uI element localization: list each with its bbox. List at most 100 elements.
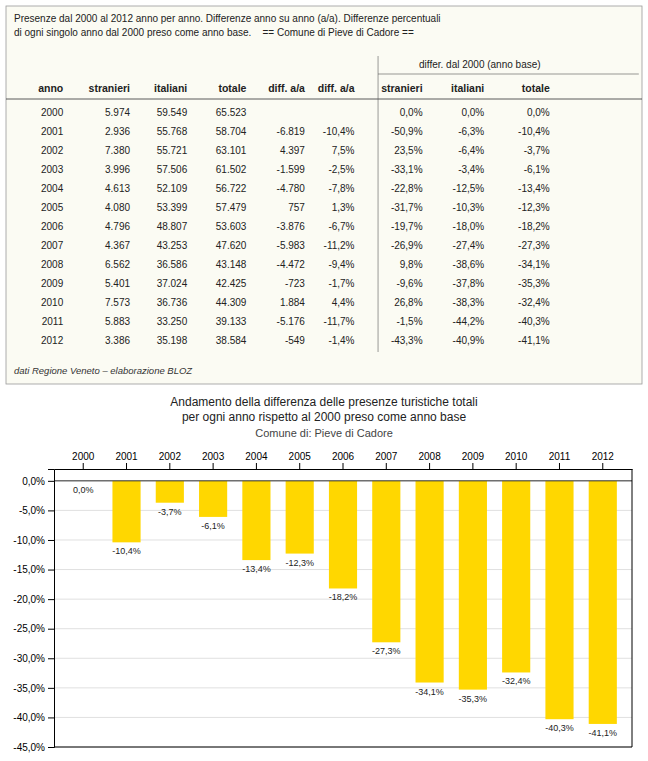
column-header: diff. a/a [268, 82, 305, 94]
table-cell: -37,8% [453, 278, 485, 289]
table-cell: 2006 [41, 221, 64, 232]
y-tick-mark [48, 599, 54, 600]
x-axis-line [55, 469, 633, 470]
x-tick: 2003 [202, 451, 225, 469]
y-tick-mark [48, 481, 54, 482]
x-tick-mark [559, 463, 560, 469]
table-group-header: differ. dal 2000 (anno base) [419, 59, 541, 70]
y-tick: -15,0% [13, 564, 54, 575]
table-cell: 36.586 [157, 259, 188, 270]
data-label: -35,3% [459, 694, 488, 704]
bar [545, 481, 573, 719]
y-tick: -40,0% [13, 712, 54, 723]
table-cell: -4.472 [277, 259, 306, 270]
x-tick-mark [429, 463, 430, 469]
table-title: di ogni singolo anno dal 2000 preso come… [14, 27, 414, 38]
table-cell: -1,4% [328, 335, 354, 346]
bar [589, 481, 617, 724]
data-label: -27,3% [372, 646, 401, 656]
x-tick: 2001 [115, 451, 138, 469]
x-tick-mark [516, 463, 517, 469]
grid-line [54, 717, 632, 718]
table-cell: 0,0% [527, 107, 550, 118]
y-tick-label: -10,0% [13, 535, 45, 546]
table-cell: -44,2% [453, 316, 485, 327]
y-tick-mark [48, 717, 54, 718]
y-tick-label: -15,0% [13, 564, 45, 575]
table-cell: -9,6% [396, 278, 422, 289]
data-label: -18,2% [329, 592, 358, 602]
chart-title: Andamento della differenza delle presenz… [170, 395, 477, 409]
table-cell: 1,3% [332, 202, 355, 213]
table-cell: -549 [285, 335, 305, 346]
table-cell: -50,9% [391, 126, 423, 137]
table-cell: 2005 [41, 202, 64, 213]
table-cell: -12,5% [453, 183, 485, 194]
x-tick-mark [472, 463, 473, 469]
table-cell: 52.109 [157, 183, 188, 194]
y-tick-mark [48, 510, 54, 511]
chart-subtitle: Comune di: Pieve di Cadore [255, 427, 393, 439]
table-cell: -1.599 [277, 164, 306, 175]
x-tick-label: 2012 [592, 451, 615, 462]
y-tick: -20,0% [13, 594, 54, 605]
table-cell: -26,9% [391, 240, 423, 251]
bar [156, 481, 184, 503]
table-cell: 4.080 [105, 202, 130, 213]
bar [372, 481, 400, 642]
table-cell: -6,4% [458, 145, 484, 156]
y-tick-label: -5,0% [19, 505, 45, 516]
x-tick: 2009 [462, 451, 485, 469]
x-tick: 2005 [289, 451, 312, 469]
bar [459, 481, 487, 690]
y-tick: -5,0% [19, 505, 54, 516]
table-cell: -38,3% [453, 297, 485, 308]
x-tick-label: 2002 [159, 451, 182, 462]
x-tick: 2004 [245, 451, 268, 469]
table-cell: 55.768 [157, 126, 188, 137]
table-cell: 5.883 [105, 316, 130, 327]
table-cell: 23,5% [394, 145, 422, 156]
bar-chart: Andamento della differenza delle presenz… [13, 395, 632, 753]
x-tick-mark [386, 463, 387, 469]
table-cell: 65.523 [216, 107, 247, 118]
table-cell: 43.253 [157, 240, 188, 251]
plot-frame [632, 469, 633, 747]
table-cell: 2001 [41, 126, 64, 137]
table-cell: 4,4% [332, 297, 355, 308]
table-cell: -18,2% [518, 221, 550, 232]
y-tick-mark [48, 570, 54, 571]
table-cell: -41,1% [518, 335, 550, 346]
x-tick-label: 2008 [418, 451, 441, 462]
table-cell: 2004 [41, 183, 64, 194]
x-tick-label: 2001 [115, 451, 138, 462]
x-tick: 2011 [549, 451, 571, 469]
table-cell: 56.722 [216, 183, 247, 194]
grid-line [54, 687, 632, 688]
bar [286, 481, 314, 554]
x-tick-label: 2000 [72, 451, 95, 462]
figure: Presenze dal 2000 al 2012 anno per anno.… [0, 0, 648, 761]
table-cell: 55.721 [157, 145, 188, 156]
bar [329, 481, 357, 589]
table-cell: -18,0% [453, 221, 485, 232]
x-tick: 2010 [505, 451, 528, 469]
data-label: -34,1% [415, 687, 444, 697]
table-cell: 7.380 [105, 145, 130, 156]
table-cell: -6,3% [458, 126, 484, 137]
table-cell: -3.876 [277, 221, 306, 232]
x-tick-label: 2004 [245, 451, 268, 462]
y-tick-label: -25,0% [13, 623, 45, 634]
table-cell: 2011 [42, 316, 64, 327]
bar [502, 481, 530, 673]
table-cell: 43.148 [216, 259, 247, 270]
table-cell: 57.479 [216, 202, 247, 213]
y-tick: -30,0% [13, 653, 54, 664]
column-header: stranieri [89, 82, 131, 94]
x-tick-mark [343, 463, 344, 469]
table-cell: 6.562 [105, 259, 130, 270]
data-labels: 0,0%-10,4%-3,7%-6,1%-13,4%-12,3%-18,2%-2… [73, 485, 617, 738]
y-axis: 0,0%-5,0%-10,0%-15,0%-20,0%-25,0%-30,0%-… [13, 470, 54, 753]
data-label: -6,1% [201, 521, 225, 531]
x-tick-label: 2009 [462, 451, 485, 462]
